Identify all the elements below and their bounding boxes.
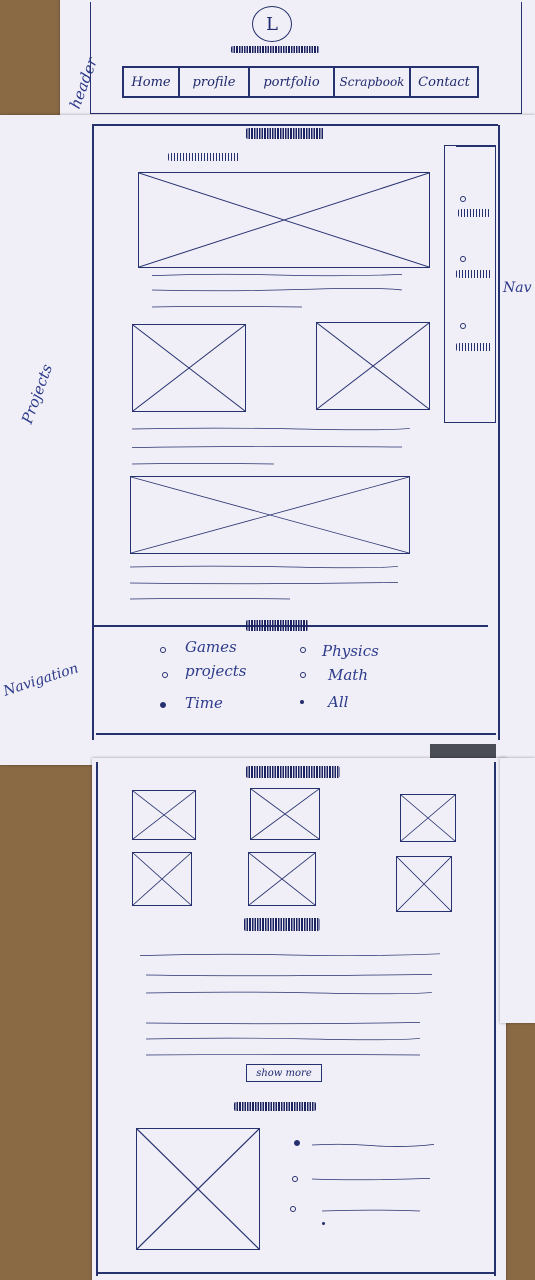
show-more-button[interactable]: show more — [246, 1064, 322, 1082]
nav-link-bullet — [300, 700, 304, 704]
feature-list-line — [312, 1142, 434, 1148]
gallery-thumb[interactable] — [250, 788, 320, 840]
side-nav-link-scribble[interactable] — [456, 343, 492, 351]
feature-list-dot — [322, 1222, 325, 1225]
gallery-text-line — [146, 1020, 420, 1026]
projects-top-border — [92, 124, 498, 126]
project-image-large-1[interactable] — [138, 172, 430, 268]
logo: L — [252, 6, 292, 42]
nav-home[interactable]: Home — [123, 67, 179, 97]
project-text-line — [130, 580, 398, 586]
project-text-line — [152, 304, 302, 310]
gallery-heading-scribble — [246, 766, 340, 778]
nav-link-bullet — [300, 647, 306, 653]
nav-profile[interactable]: profile — [179, 67, 249, 97]
feature-heading-scribble — [234, 1102, 316, 1111]
project-text-line — [152, 272, 402, 278]
nav-link-all[interactable]: All — [328, 693, 349, 711]
nav-portfolio[interactable]: portfolio — [249, 67, 334, 97]
side-nav-bullet[interactable] — [460, 256, 466, 262]
nav-side-label: Nav — [503, 280, 532, 296]
logo-letter: L — [266, 13, 278, 35]
feature-list-line — [322, 1208, 420, 1214]
feature-list-line — [312, 1176, 430, 1182]
navigation-bottom-line — [96, 733, 496, 735]
gallery-text-line — [146, 1036, 420, 1042]
gallery-thumb[interactable] — [132, 790, 196, 840]
nav-bar — [122, 66, 479, 98]
header-frame — [90, 2, 522, 114]
gallery-thumb[interactable] — [248, 852, 316, 906]
side-nav-bullet[interactable] — [460, 196, 466, 202]
feature-image[interactable] — [136, 1128, 260, 1250]
project-title-scribble — [168, 153, 240, 161]
gallery-text-line — [146, 972, 432, 978]
projects-right-border — [498, 125, 500, 740]
project-image-small-right[interactable] — [316, 322, 430, 410]
side-nav-top-line — [456, 145, 496, 147]
gallery-sheet-right-flap — [500, 758, 535, 1023]
side-nav-bullet[interactable] — [460, 323, 466, 329]
gallery-sheet — [92, 758, 506, 1280]
project-text-line — [132, 461, 274, 467]
header-sheet — [60, 0, 535, 122]
nav-link-math[interactable]: Math — [328, 666, 368, 684]
projects-left-border — [92, 125, 94, 740]
gallery-thumb[interactable] — [132, 852, 192, 906]
nav-link-games[interactable]: Games — [185, 638, 237, 656]
project-text-line — [152, 287, 402, 293]
nav-link-bullet — [162, 672, 168, 678]
gallery-left-border — [96, 762, 98, 1276]
side-nav-link-scribble[interactable] — [458, 209, 490, 217]
project-text-line — [130, 564, 398, 570]
project-text-line — [132, 444, 402, 450]
project-text-line — [132, 426, 410, 432]
nav-contact[interactable]: Contact — [410, 67, 478, 97]
feature-list-bullet — [292, 1176, 298, 1182]
gallery-subheading-scribble — [244, 918, 320, 931]
feature-list-bullet — [290, 1206, 296, 1212]
gallery-thumb[interactable] — [396, 856, 452, 912]
project-image-small-left[interactable] — [132, 324, 246, 412]
sheet-fold-shadow — [430, 744, 496, 758]
feature-list-bullet — [294, 1140, 300, 1146]
projects-sheet — [0, 115, 535, 765]
gallery-text-line — [146, 1052, 420, 1058]
nav-link-bullet — [300, 672, 306, 678]
nav-link-bullet — [160, 702, 166, 708]
gallery-text-line — [146, 990, 432, 996]
project-image-large-2[interactable] — [130, 476, 410, 554]
logo-tagline-scribble — [231, 46, 319, 53]
nav-link-time[interactable]: Time — [185, 694, 223, 712]
navigation-heading-scribble — [246, 620, 308, 631]
projects-heading-scribble — [246, 128, 324, 139]
side-nav-link-scribble[interactable] — [456, 270, 492, 278]
project-text-line — [130, 596, 290, 602]
gallery-right-border — [494, 762, 496, 1276]
nav-link-projects[interactable]: projects — [185, 662, 247, 680]
gallery-bottom-border — [96, 1272, 494, 1274]
gallery-thumb[interactable] — [400, 794, 456, 842]
nav-link-physics[interactable]: Physics — [322, 642, 379, 660]
nav-scrapbook[interactable]: Scrapbook — [334, 67, 410, 97]
side-nav — [444, 145, 496, 423]
nav-link-bullet — [160, 647, 166, 653]
gallery-text-line — [140, 952, 440, 958]
